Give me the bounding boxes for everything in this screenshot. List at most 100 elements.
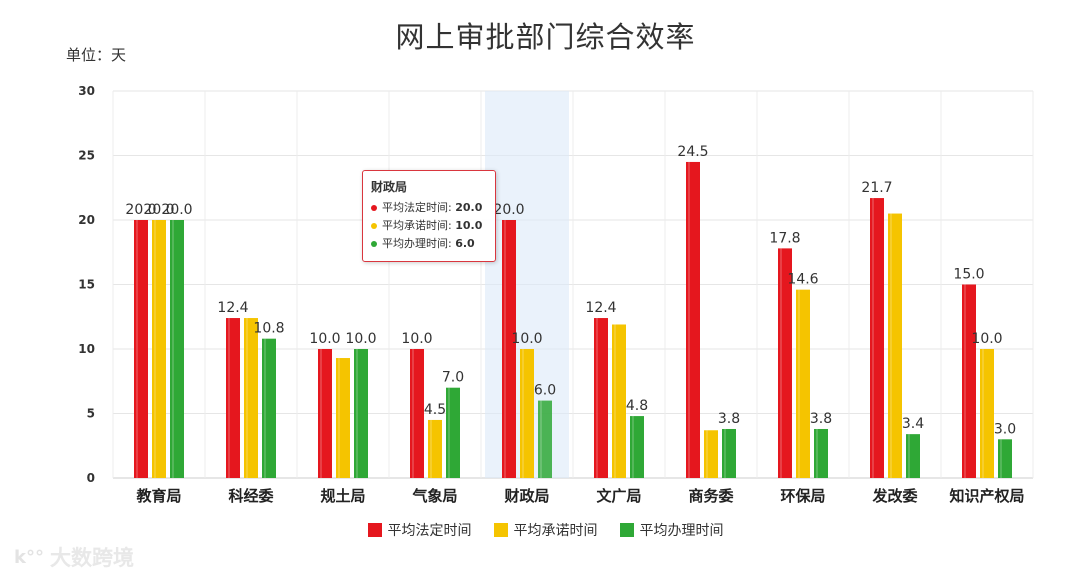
data-label: 3.8 [810, 411, 832, 427]
bar-shine [448, 387, 450, 478]
y-tick-label: 15 [78, 278, 95, 292]
data-label: 3.4 [902, 416, 924, 432]
bar-shine [982, 349, 984, 478]
data-label: 14.6 [787, 272, 818, 288]
bar-promised[interactable] [428, 419, 442, 478]
legend-label: 平均承诺时间 [513, 523, 598, 539]
data-label: 4.5 [424, 402, 446, 418]
series-dot-icon [371, 223, 377, 229]
bar-actual[interactable] [446, 387, 460, 478]
bar-shine [798, 289, 800, 478]
bar-promised[interactable] [612, 324, 626, 478]
data-label: 10.0 [401, 331, 432, 347]
chart-legend: 平均法定时间 平均承诺时间 平均办理时间 [0, 520, 1091, 540]
bar-shine [136, 220, 138, 478]
data-label: 12.4 [585, 300, 616, 316]
bar-promised[interactable] [704, 430, 718, 478]
bar-promised[interactable] [244, 318, 258, 478]
bar-promised[interactable] [336, 358, 350, 478]
bar-promised[interactable] [888, 213, 902, 479]
bar-statutory[interactable] [594, 318, 608, 478]
bar-statutory[interactable] [962, 284, 976, 479]
bar-statutory[interactable] [134, 220, 148, 478]
bar-actual[interactable] [262, 338, 276, 478]
bar-shine [724, 428, 726, 478]
bar-layer [134, 161, 1012, 479]
data-label: 10.8 [253, 321, 284, 337]
watermark-text: 大数跨境 [49, 546, 134, 570]
bar-promised[interactable] [152, 220, 166, 478]
bar-statutory[interactable] [318, 349, 332, 478]
x-tick-label: 教育局 [135, 487, 181, 505]
bar-shine [908, 434, 910, 478]
legend-item-actual[interactable]: 平均办理时间 [619, 520, 724, 540]
bar-shine [816, 428, 818, 478]
data-label: 6.0 [534, 383, 556, 399]
chart-title: 网上审批部门综合效率 [395, 20, 696, 54]
x-tick-label: 财政局 [504, 487, 549, 505]
bar-shine [596, 318, 598, 478]
tooltip-row-label: 平均法定时间: [382, 201, 456, 214]
bar-actual[interactable] [814, 428, 828, 478]
tooltip-title: 财政局 [371, 180, 408, 194]
x-tick-label: 知识产权局 [949, 487, 1024, 505]
tooltip-row-label: 平均承诺时间: [382, 219, 456, 232]
x-tick-label: 发改委 [871, 487, 917, 505]
legend-label: 平均法定时间 [387, 523, 472, 539]
bar-statutory[interactable] [226, 318, 240, 478]
data-label: 15.0 [953, 267, 984, 283]
y-tick-label: 5 [87, 407, 95, 421]
bar-shine [264, 338, 266, 478]
data-label: 7.0 [442, 370, 464, 386]
data-label: 12.4 [217, 300, 248, 316]
bar-shine [320, 349, 322, 478]
bar-statutory[interactable] [410, 349, 424, 478]
bar-promised[interactable] [980, 349, 994, 478]
bar-statutory[interactable] [870, 198, 884, 478]
bar-actual[interactable] [722, 428, 736, 478]
bar-shine [504, 220, 506, 478]
data-label: 17.8 [769, 230, 800, 246]
data-label: 10.0 [309, 331, 340, 347]
bar-promised[interactable] [520, 349, 534, 478]
bar-actual[interactable] [906, 434, 920, 478]
data-label: 3.8 [718, 411, 740, 427]
unit-label: 单位：天 [66, 46, 127, 64]
bar-promised[interactable] [796, 289, 810, 478]
legend-item-promised[interactable]: 平均承诺时间 [493, 520, 598, 540]
y-tick-label: 0 [87, 471, 95, 485]
series-dot-icon [371, 241, 377, 247]
bar-shine [522, 349, 524, 478]
bar-statutory[interactable] [502, 220, 516, 478]
bar-actual[interactable] [170, 220, 184, 478]
bar-shine [338, 358, 340, 478]
bar-statutory[interactable] [778, 248, 792, 478]
tooltip-row-label: 平均办理时间: [382, 237, 456, 250]
data-label: 3.0 [994, 421, 1016, 437]
legend-label: 平均办理时间 [639, 523, 724, 539]
bar-actual[interactable] [630, 416, 644, 478]
bar-shine [246, 318, 248, 478]
bar-shine [154, 220, 156, 478]
x-tick-label: 环保局 [780, 487, 825, 505]
bar-shine [228, 318, 230, 478]
bar-actual[interactable] [538, 400, 552, 478]
x-tick-label: 商务委 [688, 487, 733, 505]
data-label: 20.0 [143, 202, 174, 218]
bar-actual[interactable] [354, 349, 368, 478]
bar-shine [706, 430, 708, 478]
data-label: 20.0 [493, 202, 524, 218]
data-label: 21.7 [861, 180, 892, 196]
y-tick-label: 25 [78, 149, 95, 163]
data-label: 10.0 [971, 331, 1002, 347]
tooltip-row-value: 6.0 [455, 237, 475, 250]
bar-shine [890, 213, 892, 479]
bar-shine [780, 248, 782, 478]
bar-statutory[interactable] [686, 161, 700, 478]
y-tick-label: 10 [78, 342, 95, 356]
data-label: 4.8 [626, 398, 648, 414]
y-tick-label: 20 [78, 213, 95, 227]
legend-item-statutory[interactable]: 平均法定时间 [367, 520, 472, 540]
bar-actual[interactable] [998, 439, 1012, 478]
